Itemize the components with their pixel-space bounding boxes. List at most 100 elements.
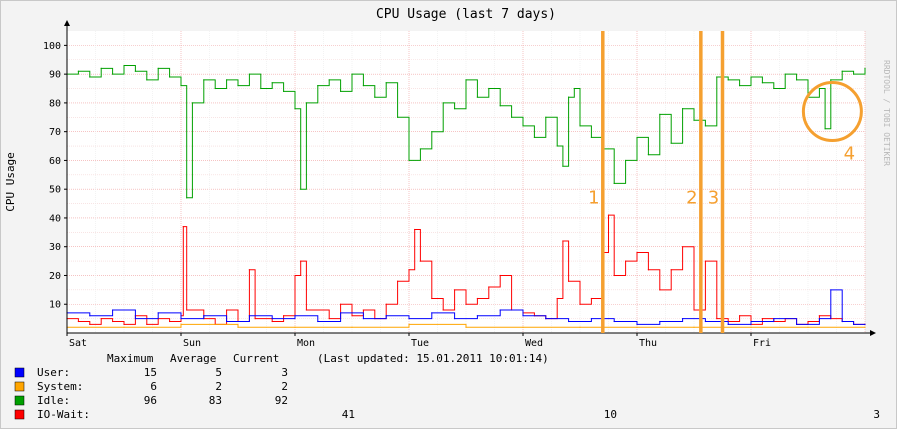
data-point-user xyxy=(636,323,638,325)
data-point-iowait xyxy=(739,315,741,317)
data-point-idle xyxy=(533,136,536,139)
data-point-iowait xyxy=(305,309,307,311)
data-point-user xyxy=(157,312,159,314)
legend-label-iowait: IO-Wait: xyxy=(37,408,90,421)
legend-user-max: 15 xyxy=(144,366,157,379)
legend: Maximum Average Current (Last updated: 1… xyxy=(14,352,880,421)
data-point-idle xyxy=(488,87,490,90)
data-point-user xyxy=(499,309,501,311)
y-axis-arrow xyxy=(64,20,70,26)
annotation-marker-label: 3 xyxy=(708,188,719,209)
data-point-system xyxy=(237,326,239,328)
data-point-iowait xyxy=(562,240,564,242)
data-point-idle xyxy=(704,125,707,127)
data-point-user xyxy=(454,318,456,320)
data-point-idle xyxy=(77,70,79,72)
data-point-user xyxy=(864,323,866,325)
data-point-iowait xyxy=(625,260,627,262)
data-point-idle xyxy=(750,76,752,78)
y-tick-label: 40 xyxy=(49,213,61,224)
data-point-idle xyxy=(408,159,410,162)
data-point-iowait xyxy=(340,303,342,305)
data-point-system xyxy=(294,326,296,328)
legend-system-avg: 2 xyxy=(215,380,222,393)
y-tick-label: 90 xyxy=(49,70,61,81)
data-point-idle xyxy=(727,79,729,81)
data-point-idle xyxy=(476,96,478,98)
data-point-idle xyxy=(796,79,798,81)
legend-user-avg: 5 xyxy=(215,366,222,379)
legend-user-cur: 3 xyxy=(281,366,288,379)
y-tick-label: 60 xyxy=(49,156,61,167)
series-line-idle xyxy=(67,65,866,199)
legend-iowait-avg: 10 xyxy=(604,408,617,421)
annotation-marker-label: 2 xyxy=(686,188,697,209)
data-point-idle xyxy=(328,79,330,81)
data-point-idle xyxy=(89,76,91,78)
data-point-user xyxy=(89,315,91,317)
data-point-idle xyxy=(625,159,627,162)
data-point-system xyxy=(351,326,353,328)
data-point-idle xyxy=(146,79,148,81)
data-point-idle xyxy=(226,79,228,81)
legend-swatch-system xyxy=(14,381,25,392)
data-point-idle xyxy=(545,116,547,118)
data-point-iowait xyxy=(123,323,125,325)
data-point-iowait xyxy=(556,297,558,300)
data-point-idle xyxy=(123,64,125,67)
data-point-iowait xyxy=(476,297,478,300)
data-point-system xyxy=(636,326,638,328)
legend-swatch-idle xyxy=(14,395,25,406)
data-point-idle xyxy=(374,96,376,98)
data-point-user xyxy=(226,320,228,323)
data-point-user xyxy=(431,312,433,314)
chart-title: CPU Usage (last 7 days) xyxy=(376,7,556,22)
data-point-iowait xyxy=(818,315,821,317)
y-tick-label: 100 xyxy=(43,41,61,52)
data-point-idle xyxy=(431,131,433,133)
data-point-idle xyxy=(739,85,741,87)
data-point-system xyxy=(465,326,467,328)
data-point-iowait xyxy=(146,323,148,325)
data-point-iowait xyxy=(300,260,302,262)
data-point-idle xyxy=(841,70,843,72)
data-point-idle xyxy=(112,73,114,75)
legend-iowait-max: 41 xyxy=(342,408,355,421)
legend-header-avg: Average xyxy=(170,352,216,365)
data-point-iowait xyxy=(590,297,593,300)
data-point-idle xyxy=(100,67,102,69)
data-point-system xyxy=(408,323,410,325)
legend-swatch-user xyxy=(14,367,25,378)
data-point-iowait xyxy=(77,320,79,323)
annotation-circle xyxy=(801,81,863,143)
data-point-user xyxy=(522,315,524,317)
data-point-idle xyxy=(134,70,136,72)
data-point-idle xyxy=(613,182,615,185)
data-point-idle xyxy=(203,79,205,81)
data-point-iowait xyxy=(89,323,91,325)
data-point-user xyxy=(545,318,547,320)
data-point-system xyxy=(807,326,809,328)
data-point-idle xyxy=(271,82,273,84)
data-point-idle xyxy=(454,108,456,110)
data-point-user xyxy=(727,323,729,325)
data-point-idle xyxy=(830,79,832,81)
data-point-user xyxy=(818,318,821,320)
data-point-idle xyxy=(499,105,501,107)
data-point-idle xyxy=(362,85,364,87)
data-point-idle xyxy=(562,165,564,167)
data-point-iowait xyxy=(670,269,672,271)
data-point-user xyxy=(773,318,775,320)
data-point-iowait xyxy=(271,320,273,323)
y-axis-label: CPU Usage xyxy=(4,152,17,212)
data-point-user xyxy=(408,318,410,320)
legend-idle-max: 96 xyxy=(144,394,157,407)
data-point-iowait xyxy=(454,289,456,291)
data-point-system xyxy=(123,326,125,328)
data-point-idle xyxy=(824,128,826,130)
data-point-idle xyxy=(670,142,672,144)
data-point-system xyxy=(180,323,182,325)
legend-iowait-cur: 3 xyxy=(873,408,880,421)
y-tick-label: 10 xyxy=(49,300,61,311)
data-point-iowait xyxy=(385,303,387,305)
